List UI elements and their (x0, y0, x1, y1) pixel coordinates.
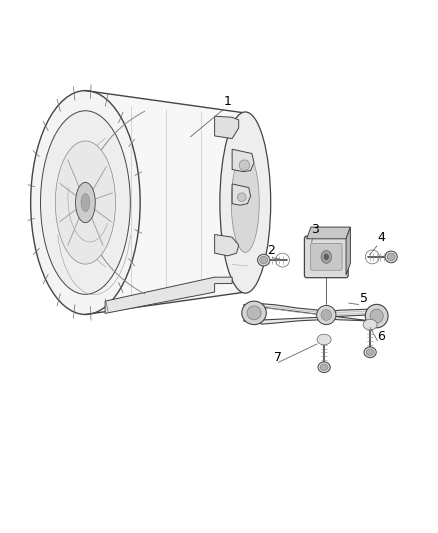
Polygon shape (307, 227, 350, 239)
FancyBboxPatch shape (304, 236, 348, 278)
Ellipse shape (231, 152, 259, 253)
Ellipse shape (220, 112, 271, 293)
Ellipse shape (370, 309, 383, 323)
Ellipse shape (260, 256, 268, 264)
Ellipse shape (81, 193, 90, 212)
Ellipse shape (321, 251, 332, 263)
Ellipse shape (40, 111, 131, 294)
Polygon shape (346, 227, 350, 275)
Polygon shape (215, 235, 239, 256)
Ellipse shape (320, 364, 328, 370)
Ellipse shape (75, 182, 95, 223)
Ellipse shape (239, 160, 250, 171)
Text: 5: 5 (360, 292, 367, 305)
Ellipse shape (258, 254, 270, 266)
Polygon shape (105, 277, 232, 313)
Text: 2: 2 (268, 244, 276, 257)
Text: 7: 7 (274, 351, 282, 364)
Text: 4: 4 (377, 231, 385, 244)
Polygon shape (215, 116, 239, 139)
Ellipse shape (31, 91, 140, 314)
Ellipse shape (363, 319, 377, 330)
Ellipse shape (247, 306, 261, 320)
Polygon shape (85, 91, 245, 314)
Text: 3: 3 (311, 223, 319, 236)
Ellipse shape (317, 305, 336, 325)
Ellipse shape (387, 253, 395, 261)
Ellipse shape (318, 362, 330, 373)
FancyBboxPatch shape (311, 244, 342, 270)
Ellipse shape (317, 334, 331, 345)
Polygon shape (232, 184, 251, 205)
Polygon shape (243, 304, 379, 324)
Ellipse shape (365, 304, 388, 328)
Text: 1: 1 (224, 95, 232, 108)
Ellipse shape (385, 251, 397, 263)
Ellipse shape (366, 349, 374, 356)
Ellipse shape (55, 141, 116, 264)
Ellipse shape (242, 301, 266, 325)
Ellipse shape (324, 254, 329, 260)
Ellipse shape (364, 347, 376, 358)
Ellipse shape (321, 310, 332, 320)
Polygon shape (232, 149, 254, 172)
Text: 6: 6 (377, 330, 385, 343)
Ellipse shape (237, 193, 246, 201)
